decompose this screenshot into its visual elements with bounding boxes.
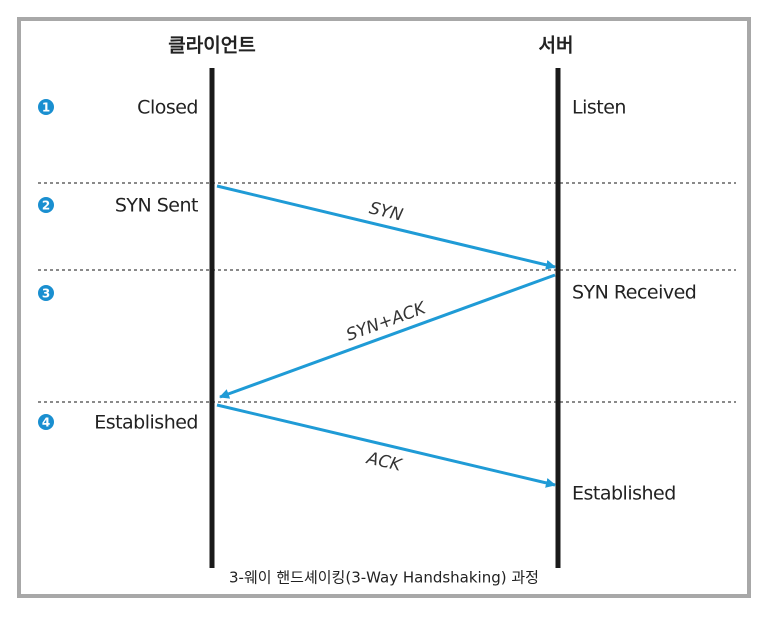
server-state: SYN Received: [572, 282, 696, 304]
caption: 3-웨이 핸드셰이킹(3-Way Handshaking) 과정: [229, 569, 539, 587]
ack-arrow: [216, 403, 556, 488]
step-number: 3: [42, 287, 50, 301]
frame: [17, 17, 751, 598]
step-number: 4: [42, 416, 50, 430]
step-badge: [38, 99, 54, 115]
server-header: 서버: [539, 35, 574, 57]
step-badge: [38, 197, 54, 213]
step-1: 1: [38, 99, 54, 115]
syn-ack-arrow: [219, 273, 556, 399]
step-number: 1: [42, 101, 50, 115]
server-state: Established: [572, 483, 676, 505]
step-4: 4: [38, 414, 54, 430]
client-header: 클라이언트: [168, 35, 255, 57]
step-badge: [38, 414, 54, 430]
step-number: 2: [42, 199, 50, 213]
step-2: 2: [38, 197, 54, 213]
server-state: Listen: [572, 97, 626, 119]
step-badge: [38, 285, 54, 301]
syn-arrow: [216, 184, 556, 270]
client-state: SYN Sent: [115, 195, 198, 217]
client-state: Established: [94, 412, 198, 434]
client-state: Closed: [137, 97, 198, 119]
step-3: 3: [38, 285, 54, 301]
